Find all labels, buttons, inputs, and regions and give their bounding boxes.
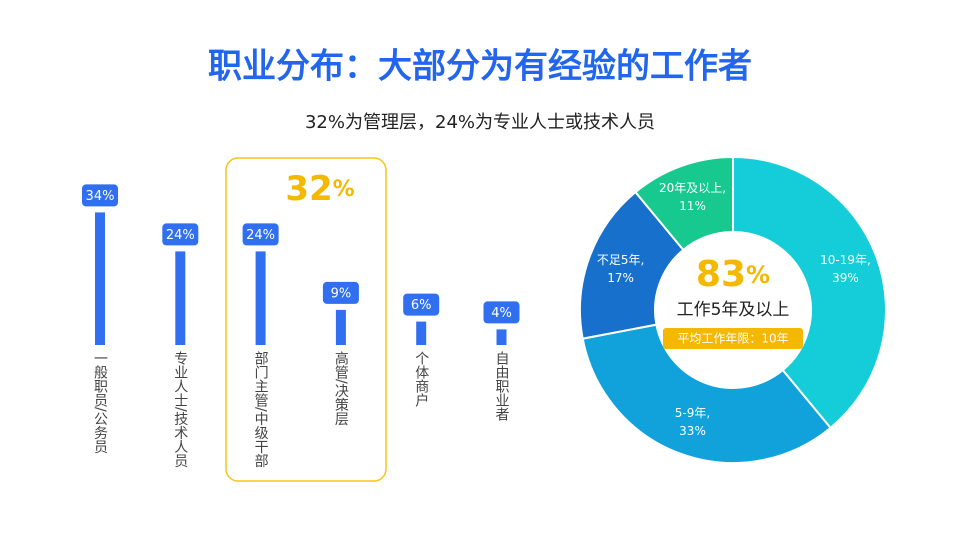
slice-value: 33%: [679, 424, 706, 438]
center-value: 83%: [696, 254, 770, 295]
value-badge: [322, 281, 359, 304]
category-label: 自由职业者: [494, 351, 510, 421]
value-label: 6%: [411, 298, 432, 313]
slice-category: 不足5年,: [597, 253, 644, 267]
value-badge: [403, 293, 440, 316]
center-unit: %: [746, 261, 770, 289]
category-label: 高管/决策层: [333, 350, 349, 426]
slice-category: 20年及以上,: [659, 181, 726, 195]
center-text: 工作5年及以上: [677, 300, 790, 320]
center-number: 83: [696, 254, 746, 295]
category-label: 部门主管/中级干部: [253, 351, 269, 468]
slice-value: 17%: [607, 271, 634, 285]
bar: [175, 251, 186, 345]
category-label: 一般职员/公务员: [92, 351, 108, 454]
bar: [416, 321, 427, 345]
highlight-unit: %: [333, 177, 355, 202]
donut-slice: [634, 155, 734, 252]
subtitle: 32%为管理层，24%为专业人士或技术人员: [305, 112, 655, 133]
category-label: 个体商户: [413, 351, 429, 408]
value-label: 9%: [331, 286, 352, 301]
value-label: 24%: [166, 228, 195, 243]
bar: [95, 212, 105, 345]
donut-slice: [581, 323, 832, 464]
highlight-box: [225, 157, 387, 482]
category-label: 专业人士/技术人员: [172, 351, 188, 468]
badge-text: 平均工作年限：10年: [677, 332, 788, 346]
value-badge: [162, 223, 199, 246]
bar: [255, 251, 266, 345]
value-label: 24%: [246, 228, 275, 243]
badge-bg: [663, 328, 803, 349]
slice-category: 10-19年,: [820, 253, 871, 267]
value-label: 34%: [86, 189, 115, 204]
bar: [335, 309, 346, 345]
highlight-value: 32%: [285, 169, 354, 209]
slice-value: 11%: [679, 199, 706, 213]
donut-slice: [732, 155, 887, 430]
value-badge: [483, 301, 520, 324]
slice-value: 39%: [832, 271, 859, 285]
value-label: 4%: [491, 306, 512, 321]
value-badge: [82, 184, 118, 207]
bar: [496, 329, 507, 345]
value-badge: [242, 223, 279, 246]
title: 职业分布：大部分为有经验的工作者: [208, 47, 752, 87]
slice-category: 5-9年,: [675, 406, 710, 420]
highlight-number: 32: [285, 169, 332, 209]
